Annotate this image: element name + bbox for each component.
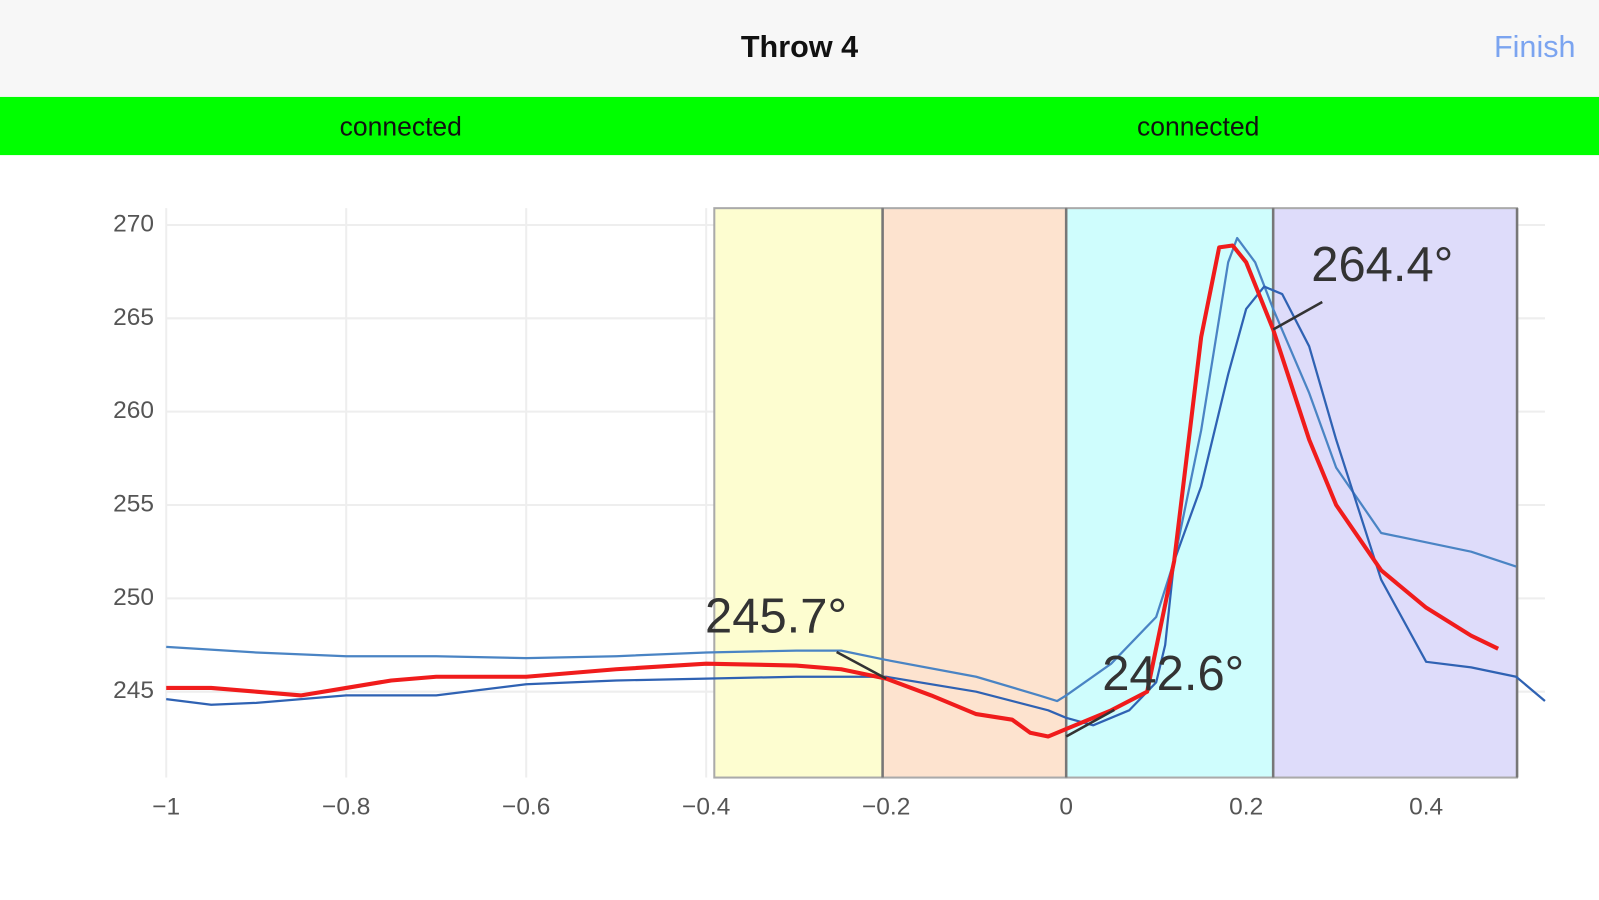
status-label: connected [340, 112, 462, 142]
x-tick-label: −0.2 [862, 794, 910, 821]
finish-button[interactable]: Finish [1494, 30, 1576, 64]
status-label: connected [1137, 112, 1259, 142]
phase-band [881, 207, 1068, 779]
x-tick-label: 0.2 [1229, 794, 1263, 821]
nav-title: Throw 4 [741, 30, 858, 64]
phase-band [713, 207, 884, 779]
x-tick-label: 0.4 [1409, 794, 1443, 821]
y-tick-label: 245 [113, 677, 154, 704]
annotation-label: 245.7° [705, 589, 847, 643]
chart: 245 250 255 260 265 270 −1 −0.8 −0.6 −0.4 −0.2 0 0.2… [113, 207, 1546, 821]
status-bar [0, 96, 1599, 156]
phase-band [1272, 207, 1519, 779]
series-line [166, 236, 1517, 703]
nav-bar [0, 0, 1599, 97]
x-tick-label: −0.6 [502, 794, 550, 821]
series-line [166, 285, 1546, 727]
y-tick-label: 260 [113, 397, 154, 424]
y-tick-label: 265 [113, 304, 154, 331]
annotation-arrow [1272, 300, 1323, 331]
x-tick-label: −0.4 [682, 794, 730, 821]
annotation-arrow [1065, 708, 1115, 738]
y-tick-label: 255 [113, 490, 154, 517]
x-tick-label: −0.8 [322, 794, 370, 821]
x-tick-label: −1 [152, 794, 180, 821]
y-tick-label: 270 [113, 210, 154, 237]
series-line [166, 243, 1500, 739]
y-tick-label: 250 [113, 584, 154, 611]
x-tick-label: 0 [1059, 794, 1073, 821]
annotation-label: 264.4° [1311, 238, 1453, 292]
annotation-label: 242.6° [1102, 647, 1244, 701]
annotation-arrow [836, 650, 887, 680]
